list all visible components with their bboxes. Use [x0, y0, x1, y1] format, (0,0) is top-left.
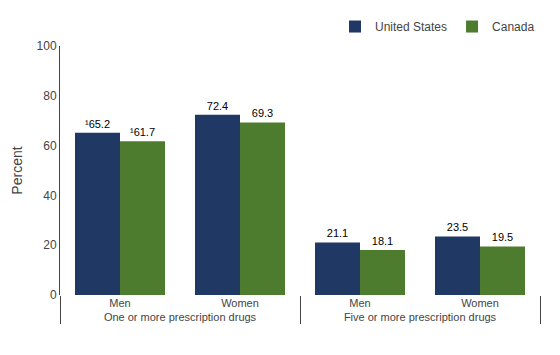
svg-text:Five or more prescription drug: Five or more prescription drugs	[344, 311, 497, 323]
svg-text:Men: Men	[109, 297, 130, 309]
svg-text:69.3: 69.3	[252, 107, 273, 119]
svg-text:18.1: 18.1	[372, 235, 393, 247]
svg-text:100: 100	[37, 39, 57, 53]
svg-text:Women: Women	[461, 297, 499, 309]
svg-text:¹65.2: ¹65.2	[85, 118, 110, 130]
svg-text:23.5: 23.5	[447, 221, 468, 233]
svg-text:80: 80	[43, 89, 57, 103]
svg-text:19.5: 19.5	[492, 231, 513, 243]
svg-text:Women: Women	[221, 297, 259, 309]
svg-text:0: 0	[50, 288, 57, 302]
svg-text:¹61.7: ¹61.7	[130, 126, 155, 138]
svg-text:Canada: Canada	[492, 20, 534, 34]
svg-text:Percent: Percent	[9, 146, 25, 194]
svg-text:20: 20	[43, 238, 57, 252]
svg-text:60: 60	[43, 139, 57, 153]
svg-text:40: 40	[43, 189, 57, 203]
svg-text:One or more prescription drugs: One or more prescription drugs	[104, 311, 257, 323]
svg-text:72.4: 72.4	[207, 100, 228, 112]
svg-text:21.1: 21.1	[327, 227, 348, 239]
svg-text:Men: Men	[349, 297, 370, 309]
svg-text:United States: United States	[375, 20, 447, 34]
